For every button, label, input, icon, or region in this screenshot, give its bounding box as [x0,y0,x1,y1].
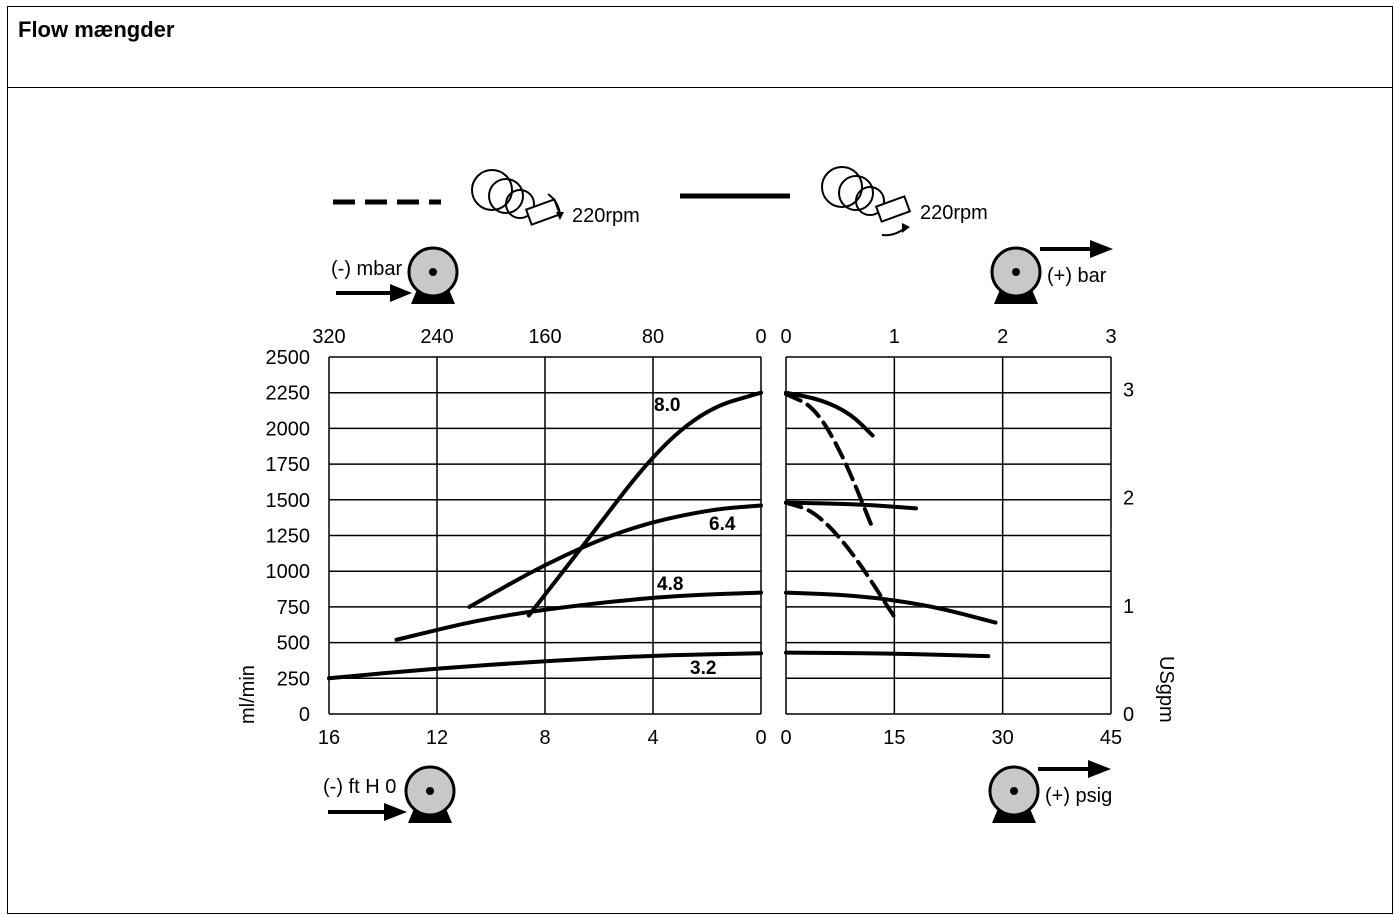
y-tick-label: 1000 [266,561,311,583]
x-top-tick-label: 160 [528,326,561,348]
pump-top-left-label: (-) mbar [331,258,402,280]
curve-8-0 [526,390,763,618]
y-tick-label: 750 [277,597,310,619]
arrow-right-icon [1038,760,1111,778]
x-top-tick-label: 2 [997,326,1008,348]
y-right-tick-label: 0 [1123,704,1134,726]
legend-solid-label: 220rpm [920,202,988,224]
y-tick-label: 2000 [266,418,311,440]
y-tick-label: 2500 [266,347,311,369]
x-top-tick-label: 0 [755,326,766,348]
y-tick-label: 1250 [266,526,311,548]
x-tick-label: 4 [647,727,658,749]
x-tick-label: 8 [539,727,550,749]
pump-bottom-left-label: (-) ft H 0 [323,776,396,798]
x-top-tick-label: 0 [780,326,791,348]
x-tick-label: 0 [780,727,791,749]
pump-icon [990,246,1042,304]
y-tick-label: 0 [299,704,310,726]
curve-6-4-dashed [784,500,897,619]
x-top-tick-label: 1 [889,326,900,348]
curve-4-8-solid [784,590,998,625]
arrow-right-icon [1040,240,1113,258]
pump-bottom-right-label: (+) psig [1045,785,1112,807]
pump-icon [407,246,459,304]
chart-panel: Flow mængder [7,6,1393,914]
pump-head-icon [821,166,912,237]
curve-label: 6.4 [709,514,736,535]
x-tick-label: 30 [992,727,1014,749]
y-tick-label: 1750 [266,454,311,476]
arrow-right-icon [336,284,412,302]
x-tick-label: 45 [1100,727,1122,749]
curve-6-4 [467,503,763,609]
y-axis-right-label: USgpm [1155,656,1177,723]
y-right-tick-label: 1 [1123,596,1134,618]
pump-icon [988,765,1040,823]
x-top-tick-label: 3 [1105,326,1116,348]
curve-6-4-solid [784,500,918,511]
curve-3-2-solid [784,650,991,659]
curve-8-0-solid [784,390,875,438]
pump-top-right-label: (+) bar [1047,265,1107,287]
curve-8-0-dashed [784,392,875,531]
x-tick-label: 12 [426,727,448,749]
curve-4-8 [394,590,763,642]
pump-head-icon [471,169,564,226]
y-axis-left-label: ml/min [237,665,259,724]
x-top-tick-label: 80 [642,326,664,348]
curve-label: 3.2 [690,658,716,679]
y-tick-label: 500 [277,633,310,655]
x-tick-label: 15 [883,727,905,749]
legend: 220rpm 220rpm [333,166,988,237]
x-tick-label: 0 [755,727,766,749]
plot-area: 0250500750100012501500175020002250250016… [266,326,1135,749]
y-tick-label: 1500 [266,490,311,512]
curve-3-2 [327,651,763,681]
y-right-tick-label: 2 [1123,488,1134,510]
y-right-tick-label: 3 [1123,379,1134,401]
x-top-tick-label: 240 [420,326,453,348]
y-tick-label: 2250 [266,383,311,405]
page-title: Flow mængder [18,17,175,42]
curve-label: 4.8 [657,574,683,595]
curve-label: 8.0 [654,395,680,416]
x-tick-label: 16 [318,727,340,749]
panel-header: Flow mængder [8,7,1392,88]
legend-dashed-label: 220rpm [572,205,640,227]
y-tick-label: 250 [277,668,310,690]
pump-icon [404,765,456,823]
arrow-right-icon [328,803,407,821]
x-top-tick-label: 320 [312,326,345,348]
